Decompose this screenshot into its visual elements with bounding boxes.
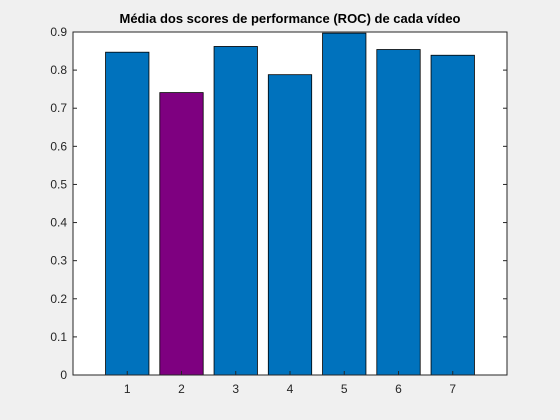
y-tick-label: 0.5 [50,177,67,191]
y-tick-label: 0.4 [50,216,67,230]
y-tick-label: 0.7 [50,101,67,115]
bar-5 [322,32,367,376]
y-tick-label: 0.8 [50,63,67,77]
y-tick-label: 0.6 [50,139,67,153]
bar-2 [159,92,204,376]
y-tick-label: 0.9 [50,25,67,39]
y-tick-label: 0.1 [50,330,67,344]
x-tick-label: 2 [178,382,185,396]
bar-1 [105,51,150,376]
x-tick-label: 3 [232,382,239,396]
x-tick-label: 6 [395,382,402,396]
y-axis-ticks: 0 0.1 0.2 0.3 0.4 0.5 0.6 0.7 0.8 0.9 [50,25,507,382]
chart-title: Média dos scores de performance (ROC) de… [120,11,461,26]
bar-3 [213,46,258,376]
x-tick-label: 4 [287,382,294,396]
bar-6 [376,49,421,376]
y-tick-label: 0 [60,368,67,382]
plot-frame [72,31,508,376]
y-tick-label: 0.2 [50,292,67,306]
bars-group [105,32,475,376]
x-tick-label: 5 [341,382,348,396]
y-tick-label: 0.3 [50,254,67,268]
x-tick-label: 1 [124,382,131,396]
bar-4 [267,74,313,376]
bar-7 [430,54,475,376]
x-axis-ticks: 1 2 3 4 5 6 7 [124,371,456,396]
x-tick-label: 7 [449,382,456,396]
